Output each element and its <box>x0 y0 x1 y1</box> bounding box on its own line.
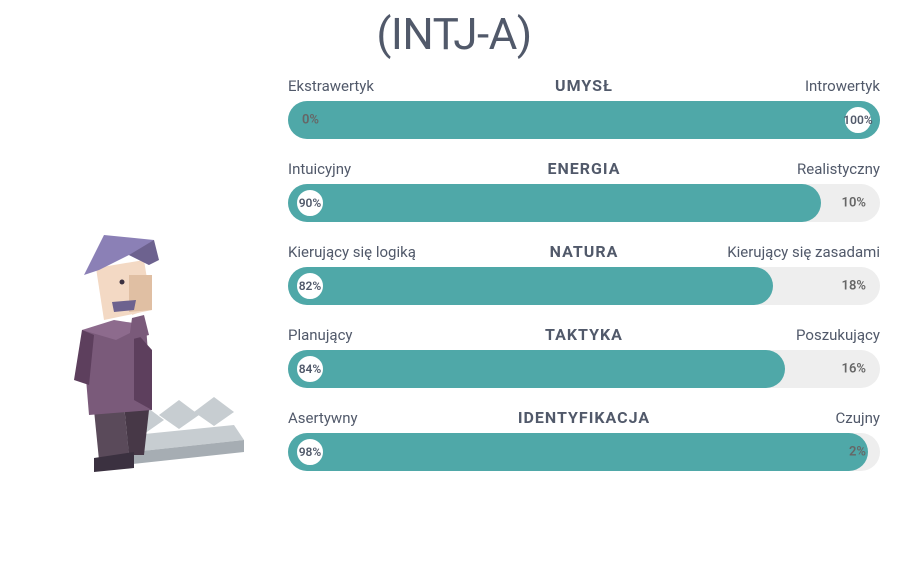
trait-right-label: Kierujący się zasadami <box>683 243 880 261</box>
avatar-column <box>0 76 288 584</box>
trait-bar-fill <box>288 267 773 305</box>
page-title: (INTJ-A) <box>0 0 908 76</box>
trait-minor-pct: 18% <box>842 279 866 294</box>
trait-bar: 84% 16% <box>288 350 880 388</box>
trait-knob: 82% <box>294 270 326 302</box>
trait-bar: 100% 0% <box>288 101 880 139</box>
trait-category: NATURA <box>485 242 682 261</box>
trait-left-label: Kierujący się logiką <box>288 243 485 261</box>
trait-bar-fill <box>288 350 785 388</box>
trait-knob: 90% <box>294 187 326 219</box>
trait-category: ENERGIA <box>485 159 682 178</box>
trait-bar: 98% 2% <box>288 433 880 471</box>
trait-row: EkstrawertykUMYSŁIntrowertyk 100% 0% <box>288 76 880 139</box>
trait-left-label: Planujący <box>288 326 485 344</box>
trait-right-label: Czujny <box>683 409 880 427</box>
trait-knob: 100% <box>842 104 874 136</box>
trait-category: IDENTYFIKACJA <box>485 408 682 427</box>
trait-category: TAKTYKA <box>485 325 682 344</box>
trait-minor-pct: 0% <box>302 113 319 128</box>
trait-row: Kierujący się logikąNATURAKierujący się … <box>288 242 880 305</box>
trait-minor-pct: 2% <box>849 445 866 460</box>
trait-bar-fill <box>288 184 821 222</box>
trait-bar: 82% 18% <box>288 267 880 305</box>
traits-column: EkstrawertykUMYSŁIntrowertyk 100% 0% Intuic… <box>288 76 908 584</box>
trait-knob: 84% <box>294 353 326 385</box>
trait-labels: AsertywnyIDENTYFIKACJACzujny <box>288 408 880 427</box>
trait-minor-pct: 16% <box>842 362 866 377</box>
trait-left-label: Asertywny <box>288 409 485 427</box>
trait-row: IntuicyjnyENERGIARealistyczny 90% 10% <box>288 159 880 222</box>
trait-labels: PlanującyTAKTYKAPoszukujący <box>288 325 880 344</box>
architect-avatar <box>34 220 254 480</box>
trait-left-label: Intuicyjny <box>288 160 485 178</box>
trait-category: UMYSŁ <box>485 76 682 95</box>
trait-labels: IntuicyjnyENERGIARealistyczny <box>288 159 880 178</box>
trait-bar-fill <box>288 101 880 139</box>
trait-bar-fill <box>288 433 868 471</box>
trait-row: AsertywnyIDENTYFIKACJACzujny 98% 2% <box>288 408 880 471</box>
trait-knob: 98% <box>294 436 326 468</box>
trait-right-label: Introwertyk <box>683 77 880 95</box>
trait-left-label: Ekstrawertyk <box>288 77 485 95</box>
trait-minor-pct: 10% <box>842 196 866 211</box>
trait-right-label: Poszukujący <box>683 326 880 344</box>
trait-bar: 90% 10% <box>288 184 880 222</box>
trait-labels: Kierujący się logikąNATURAKierujący się … <box>288 242 880 261</box>
trait-right-label: Realistyczny <box>683 160 880 178</box>
trait-labels: EkstrawertykUMYSŁIntrowertyk <box>288 76 880 95</box>
trait-row: PlanującyTAKTYKAPoszukujący 84% 16% <box>288 325 880 388</box>
